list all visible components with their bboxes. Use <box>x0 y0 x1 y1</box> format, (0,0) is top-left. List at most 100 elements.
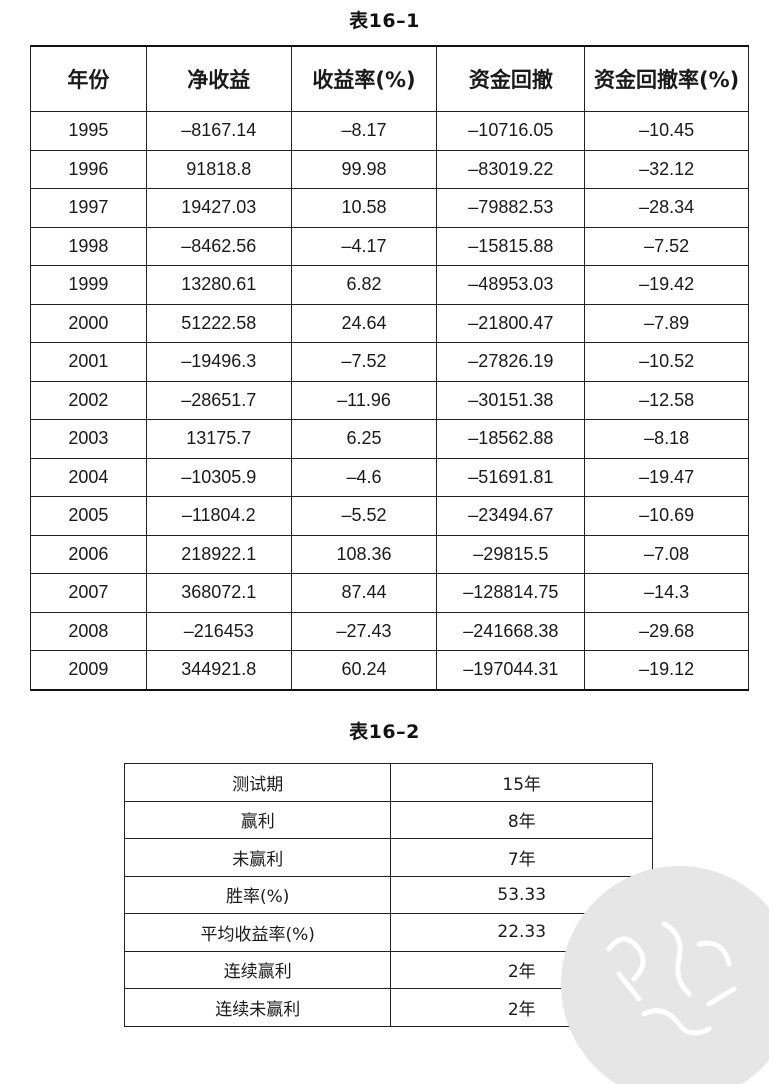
cell-net-profit: 218922.1 <box>145 534 292 574</box>
stat-value: 7年 <box>390 838 653 877</box>
cell-return-rate: 10.58 <box>290 188 438 228</box>
table-row: 2001 –19496.3 –7.52 –27826.19 –10.52 <box>30 342 749 382</box>
table-row: 2006 218922.1 108.36 –29815.5 –7.08 <box>30 534 749 574</box>
cell-drawdown-rate: –19.47 <box>584 457 749 497</box>
cell-return-rate: 6.25 <box>290 419 438 459</box>
cell-drawdown: –51691.81 <box>436 457 586 497</box>
cell-drawdown: –48953.03 <box>436 265 586 305</box>
cell-net-profit: –216453 <box>145 611 292 651</box>
cell-drawdown-rate: –28.34 <box>584 188 749 228</box>
cell-drawdown-rate: –29.68 <box>584 611 749 651</box>
cell-return-rate: –8.17 <box>290 111 438 151</box>
stat-label: 胜率(%) <box>123 875 392 914</box>
table-row: 2008 –216453 –27.43 –241668.38 –29.68 <box>30 611 749 651</box>
table-row: 2007 368072.1 87.44 –128814.75 –14.3 <box>30 573 749 613</box>
cell-net-profit: 13175.7 <box>145 419 292 459</box>
cell-year: 2006 <box>30 534 147 574</box>
stat-label: 平均收益率(%) <box>123 913 392 952</box>
table-row: 1998 –8462.56 –4.17 –15815.88 –7.52 <box>30 226 749 266</box>
cell-drawdown: –10716.05 <box>436 111 586 151</box>
stat-value: 2年 <box>390 950 653 989</box>
cell-drawdown: –79882.53 <box>436 188 586 228</box>
cell-net-profit: –8462.56 <box>145 226 292 266</box>
cell-net-profit: –19496.3 <box>145 342 292 382</box>
table-row: 1999 13280.61 6.82 –48953.03 –19.42 <box>30 265 749 305</box>
table-row: 1995 –8167.14 –8.17 –10716.05 –10.45 <box>30 111 749 151</box>
header-year: 年份 <box>30 45 147 112</box>
cell-year: 1997 <box>30 188 147 228</box>
stat-label: 未赢利 <box>123 838 392 877</box>
cell-return-rate: –7.52 <box>290 342 438 382</box>
table-row: 2004 –10305.9 –4.6 –51691.81 –19.47 <box>30 457 749 497</box>
cell-drawdown-rate: –12.58 <box>584 380 749 420</box>
cell-net-profit: 91818.8 <box>145 149 292 189</box>
table-row: 连续赢利 2年 <box>123 950 653 989</box>
cell-net-profit: –8167.14 <box>145 111 292 151</box>
cell-drawdown: –197044.31 <box>436 650 586 691</box>
cell-drawdown: –30151.38 <box>436 380 586 420</box>
cell-drawdown: –83019.22 <box>436 149 586 189</box>
table-header-row: 年份 净收益 收益率(%) 资金回撤 资金回撤率(%) <box>30 45 749 112</box>
cell-net-profit: 13280.61 <box>145 265 292 305</box>
cell-drawdown: –27826.19 <box>436 342 586 382</box>
table-row: 1996 91818.8 99.98 –83019.22 –32.12 <box>30 149 749 189</box>
cell-return-rate: –27.43 <box>290 611 438 651</box>
cell-year: 2003 <box>30 419 147 459</box>
header-drawdown-rate: 资金回撤率(%) <box>584 45 749 112</box>
cell-net-profit: 368072.1 <box>145 573 292 613</box>
cell-return-rate: –4.17 <box>290 226 438 266</box>
header-return-rate: 收益率(%) <box>290 45 438 112</box>
cell-return-rate: 99.98 <box>290 149 438 189</box>
table-row: 测试期 15年 <box>123 763 653 802</box>
cell-drawdown: –23494.67 <box>436 496 586 536</box>
cell-year: 2001 <box>30 342 147 382</box>
table2-body: 测试期 15年 赢利 8年 未赢利 7年 胜率(%) 53.33 平均收益率(%) 22.33 连续… <box>123 763 653 1027</box>
header-net-profit: 净收益 <box>145 45 292 112</box>
stat-label: 测试期 <box>123 763 392 802</box>
cell-net-profit: –28651.7 <box>145 380 292 420</box>
stat-label: 连续未赢利 <box>123 988 392 1027</box>
cell-return-rate: 6.82 <box>290 265 438 305</box>
header-drawdown: 资金回撤 <box>436 45 586 112</box>
cell-drawdown-rate: –14.3 <box>584 573 749 613</box>
cell-drawdown: –15815.88 <box>436 226 586 266</box>
cell-return-rate: –4.6 <box>290 457 438 497</box>
cell-return-rate: –11.96 <box>290 380 438 420</box>
cell-drawdown-rate: –7.08 <box>584 534 749 574</box>
stat-value: 53.33 <box>390 875 653 914</box>
stat-value: 2年 <box>390 988 653 1027</box>
cell-drawdown-rate: –7.52 <box>584 226 749 266</box>
cell-return-rate: 87.44 <box>290 573 438 613</box>
cell-drawdown-rate: –10.45 <box>584 111 749 151</box>
cell-return-rate: 24.64 <box>290 303 438 343</box>
cell-drawdown-rate: –10.69 <box>584 496 749 536</box>
annual-performance-table: 年份 净收益 收益率(%) 资金回撤 资金回撤率(%) 1995 –8167.14… <box>30 45 749 691</box>
cell-net-profit: 51222.58 <box>145 303 292 343</box>
table1-body: 1995 –8167.14 –8.17 –10716.05 –10.45 1996 9181… <box>30 111 749 691</box>
cell-net-profit: 19427.03 <box>145 188 292 228</box>
stat-label: 赢利 <box>123 800 392 839</box>
cell-return-rate: –5.52 <box>290 496 438 536</box>
table-row: 2003 13175.7 6.25 –18562.88 –8.18 <box>30 419 749 459</box>
cell-drawdown: –21800.47 <box>436 303 586 343</box>
cell-drawdown-rate: –7.89 <box>584 303 749 343</box>
table-row: 胜率(%) 53.33 <box>123 875 653 914</box>
cell-drawdown-rate: –19.42 <box>584 265 749 305</box>
cell-year: 2000 <box>30 303 147 343</box>
cell-drawdown: –128814.75 <box>436 573 586 613</box>
table-row: 连续未赢利 2年 <box>123 988 653 1027</box>
cell-drawdown: –241668.38 <box>436 611 586 651</box>
cell-drawdown: –18562.88 <box>436 419 586 459</box>
cell-year: 1999 <box>30 265 147 305</box>
table-row: 2000 51222.58 24.64 –21800.47 –7.89 <box>30 303 749 343</box>
cell-return-rate: 108.36 <box>290 534 438 574</box>
table2-caption: 表16–2 <box>349 721 420 743</box>
table-row: 平均收益率(%) 22.33 <box>123 913 653 952</box>
table-row: 未赢利 7年 <box>123 838 653 877</box>
cell-net-profit: –11804.2 <box>145 496 292 536</box>
cell-year: 1996 <box>30 149 147 189</box>
cell-year: 1998 <box>30 226 147 266</box>
cell-drawdown: –29815.5 <box>436 534 586 574</box>
cell-drawdown-rate: –19.12 <box>584 650 749 691</box>
cell-net-profit: 344921.8 <box>145 650 292 691</box>
